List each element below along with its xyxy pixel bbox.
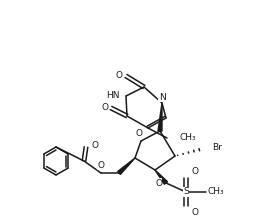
- Polygon shape: [158, 103, 162, 131]
- Text: O: O: [136, 129, 142, 138]
- Text: O: O: [116, 71, 123, 81]
- Polygon shape: [118, 158, 135, 175]
- Text: O: O: [101, 104, 108, 113]
- Text: O: O: [91, 141, 98, 150]
- Text: O: O: [191, 208, 198, 217]
- Text: CH₃: CH₃: [179, 132, 196, 141]
- Text: CH₃: CH₃: [208, 187, 225, 196]
- Text: O: O: [191, 167, 198, 176]
- Text: S: S: [183, 187, 189, 196]
- Text: Br: Br: [212, 143, 222, 152]
- Text: O: O: [98, 161, 104, 170]
- Text: N: N: [159, 93, 165, 102]
- Text: HN: HN: [107, 92, 120, 101]
- Polygon shape: [155, 170, 167, 184]
- Text: O: O: [155, 178, 162, 187]
